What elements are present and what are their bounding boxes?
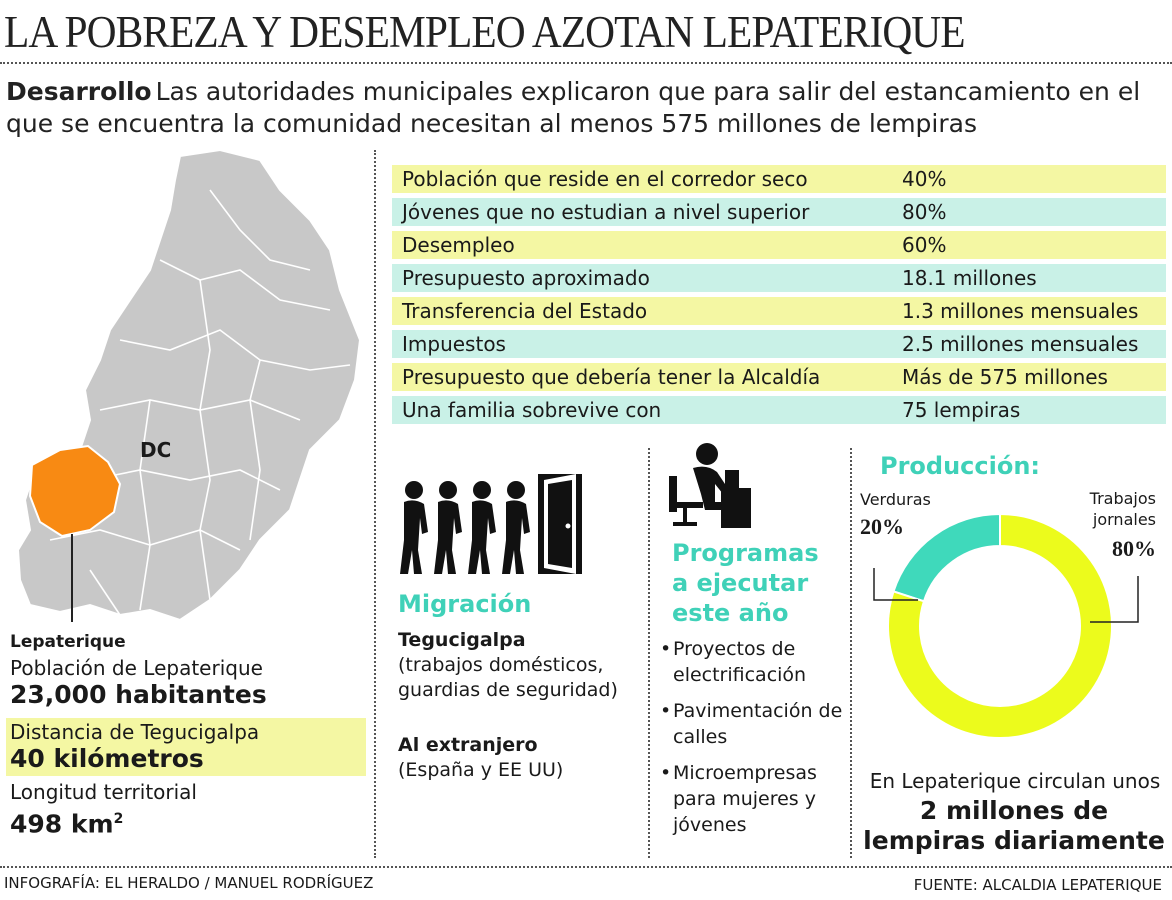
migration-dest-tegucigalpa-detail: (trabajos domésticos, guardias de seguri… [398, 654, 618, 701]
divider-production [850, 448, 852, 858]
person-figure [400, 481, 428, 574]
stat-label: Presupuesto que debería tener la Alcaldí… [402, 365, 821, 389]
stat-value: 1.3 millones mensuales [902, 299, 1139, 323]
length-value: 498 km2 [10, 804, 370, 839]
migration-queue-icon [400, 474, 582, 574]
stats-table: Población que reside en el corredor seco… [392, 165, 1166, 429]
region-map [16, 150, 362, 622]
donut-slice-trabajos [887, 512, 1113, 739]
stat-label: Una familia sobrevive con [402, 398, 662, 422]
migration-dest-tegucigalpa: Tegucigalpa [398, 629, 526, 651]
leader-line-trabajos [1090, 576, 1139, 623]
stat-value: 40% [902, 167, 947, 191]
stat-label: Población que reside en el corredor seco [402, 167, 808, 191]
person-figure [434, 481, 462, 574]
table-row: Una familia sobrevive con 75 lempiras [392, 396, 1166, 424]
migration-body: Tegucigalpa (trabajos domésticos, guardi… [398, 628, 648, 783]
municipality-info: Lepaterique Población de Lepaterique 23,… [6, 632, 370, 839]
donut-slice-verduras [892, 512, 1001, 603]
migration-title: Migración [398, 590, 532, 618]
programs-list: Proyectos de electrificación Pavimentaci… [660, 636, 845, 848]
migration-dest-abroad: Al extranjero [398, 734, 538, 756]
distance-value: 40 kilómetros [10, 744, 204, 773]
programs-title: Programas a ejecutar este año [672, 539, 819, 627]
trabajos-percent: 80% [1112, 536, 1156, 561]
table-row: Presupuesto aproximado 18.1 millones [392, 264, 1166, 292]
stat-value: 80% [902, 200, 947, 224]
stat-label: Transferencia del Estado [402, 299, 648, 323]
migration-dest-abroad-detail: (España y EE UU) [398, 759, 564, 781]
verduras-label: Verduras [860, 490, 931, 509]
circulation-text: En Lepaterique circulan unos [869, 769, 1161, 793]
stat-value: 60% [902, 233, 947, 257]
footer-divider [0, 866, 1172, 868]
length-unit-superscript: 2 [113, 811, 124, 827]
title-divider [0, 62, 1172, 64]
stat-value: 18.1 millones [902, 266, 1037, 290]
trabajos-label: Trabajos jornales [1089, 489, 1156, 529]
office-worker-icon [669, 443, 751, 528]
distance-band: Distancia de Tegucigalpa 40 kilómetros [6, 718, 366, 776]
stat-label: Desempleo [402, 233, 515, 257]
lead-label: Desarrollo [6, 77, 152, 106]
list-item: Microempresas para mujeres y jóvenes [660, 760, 845, 838]
table-row: Impuestos 2.5 millones mensuales [392, 330, 1166, 358]
table-row: Presupuesto que debería tener la Alcaldí… [392, 363, 1166, 391]
credit-text: INFOGRAFÍA: EL HERALDO / MANUEL RODRÍGUE… [4, 874, 374, 892]
population-value: 23,000 habitantes [10, 680, 267, 709]
list-item: Proyectos de electrificación [660, 636, 845, 688]
stat-value: 75 lempiras [902, 398, 1021, 422]
length-number: 498 km [10, 809, 114, 839]
divider-programs [648, 448, 650, 858]
lead-text: Las autoridades municipales explicaron q… [6, 77, 1141, 138]
district-central-shape [16, 150, 362, 622]
door-icon [538, 474, 582, 574]
stat-label: Jóvenes que no estudian a nivel superior [402, 200, 810, 224]
stat-label: Presupuesto aproximado [402, 266, 650, 290]
length-label: Longitud territorial [10, 780, 197, 804]
production-title: Producción: [880, 452, 1041, 480]
table-row: Transferencia del Estado 1.3 millones men… [392, 297, 1166, 325]
person-figure [502, 481, 530, 574]
stat-value: Más de 575 millones [902, 365, 1108, 389]
stat-label: Impuestos [402, 332, 506, 356]
table-row: Jóvenes que no estudian a nivel superior… [392, 198, 1166, 226]
table-row: Desempleo 60% [392, 231, 1166, 259]
distance-label: Distancia de Tegucigalpa [10, 720, 260, 744]
circulation-value: 2 millones de lempiras diariamente [863, 796, 1165, 855]
divider-main [374, 150, 376, 858]
municipal-borders [49, 189, 351, 616]
stat-value: 2.5 millones mensuales [902, 332, 1139, 356]
person-figure [468, 481, 496, 574]
leader-line-verduras [873, 568, 918, 601]
population-label: Población de Lepaterique [10, 656, 263, 680]
verduras-percent: 20% [860, 514, 904, 539]
table-row: Población que reside en el corredor seco… [392, 165, 1166, 193]
source-text: FUENTE: ALCALDIA LEPATERIQUE [913, 876, 1162, 894]
page-title: LA POBREZA Y DESEMPLEO AZOTAN LEPATERIQU… [4, 7, 966, 57]
municipality-name: Lepaterique [10, 632, 126, 652]
lepaterique-highlight [28, 444, 122, 538]
lead-paragraph: Desarrollo Las autoridades municipales ex… [6, 76, 1166, 140]
map-label-dc: DC [140, 438, 172, 462]
list-item: Pavimentación de calles [660, 698, 845, 750]
production-donut-chart [873, 512, 1139, 739]
